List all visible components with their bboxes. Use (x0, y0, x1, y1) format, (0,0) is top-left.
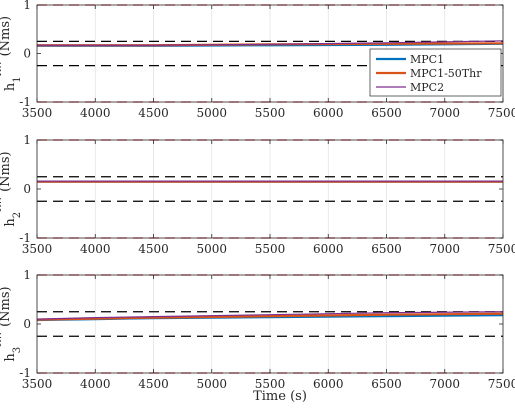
x-tick-label: 4500 (138, 106, 169, 120)
y-axis-label-superscript: RW (0, 60, 4, 77)
y-axis-label-subscript: 1 (12, 76, 23, 82)
x-tick-label: 5500 (255, 377, 286, 391)
x-tick-label: 5000 (196, 242, 227, 256)
x-tick-label: 6500 (371, 242, 402, 256)
x-tick-label: 7000 (429, 106, 460, 120)
x-tick-label: 4000 (80, 106, 111, 120)
y-axis-label-unit: (Nms) (0, 286, 13, 331)
x-tick-label: 6500 (371, 106, 402, 120)
x-tick-label: 4500 (138, 242, 169, 256)
y-tick-label: -1 (19, 95, 31, 109)
x-tick-label: 4000 (80, 377, 111, 391)
x-tick-label: 4000 (80, 242, 111, 256)
series-line-mpc2 (37, 40, 504, 46)
x-tick-label: 3500 (22, 377, 53, 391)
y-tick-label: 1 (23, 0, 31, 12)
y-axis-label-superscript: RW (0, 330, 4, 347)
x-tick-label: 5500 (255, 106, 286, 120)
x-tick-label: 6000 (313, 377, 344, 391)
x-tick-label: 7500 (488, 106, 515, 120)
legend: MPC1 MPC1-50Thr MPC2 (369, 48, 502, 97)
x-tick-label: 7500 (488, 242, 515, 256)
x-tick-label: 3500 (22, 242, 53, 256)
legend-label-mpc2: MPC2 (410, 81, 444, 94)
legend-label-mpc1-50thr: MPC1-50Thr (410, 67, 482, 80)
y-axis-label-symbol: h (3, 82, 18, 91)
y-axis-label-symbol: h (3, 353, 18, 362)
subplot-2: 3500 4000 4500 5000 5500 6000 6500 7000 7500 -1 0 1… (0, 133, 515, 256)
x-tick-label: 5000 (196, 377, 227, 391)
x-tick-label: 4500 (138, 377, 169, 391)
x-tick-label: 6500 (371, 377, 402, 391)
x-axis-label: Time (s) (253, 389, 307, 404)
y-tick-label: -1 (19, 231, 31, 245)
y-tick-label: 1 (23, 133, 31, 147)
x-tick-label: 5500 (255, 242, 286, 256)
x-tick-label: 3500 (22, 106, 53, 120)
x-tick-label: 7500 (488, 377, 515, 391)
y-axis-label: h1 RW (Nms) (0, 16, 23, 91)
x-tick-label: 7000 (429, 377, 460, 391)
subplot-1: 3500 4000 4500 5000 5500 6000 6500 7000 7500 -1 0 1… (0, 0, 515, 120)
y-axis-label-unit: (Nms) (0, 16, 13, 61)
y-tick-label: 0 (23, 182, 31, 196)
x-tick-label: 6000 (313, 106, 344, 120)
series-line-mpc1-50thr (36, 312, 504, 321)
x-tick-label: 7000 (429, 242, 460, 256)
y-tick-label: 1 (23, 268, 31, 282)
y-tick-label: 0 (23, 47, 31, 61)
legend-label-mpc1: MPC1 (410, 53, 444, 66)
x-tick-label: 6000 (313, 242, 344, 256)
y-axis-label: h3 RW (Nms) (0, 286, 23, 361)
y-axis-label-subscript: 3 (12, 347, 23, 353)
y-axis-label: h2 RW (Nms) (0, 151, 23, 226)
y-tick-label: 0 (23, 317, 31, 331)
y-axis-label-subscript: 2 (12, 212, 23, 218)
y-tick-label: -1 (19, 366, 31, 380)
y-axis-label-symbol: h (3, 218, 18, 227)
y-axis-label-superscript: RW (0, 195, 4, 212)
y-axis-label-unit: (Nms) (0, 151, 13, 196)
subplot-3: 3500 4000 4500 5000 5500 6000 6500 7000 7500 -1 0 1… (0, 268, 515, 404)
x-tick-label: 5000 (196, 106, 227, 120)
series-line-mpc2 (36, 311, 504, 320)
